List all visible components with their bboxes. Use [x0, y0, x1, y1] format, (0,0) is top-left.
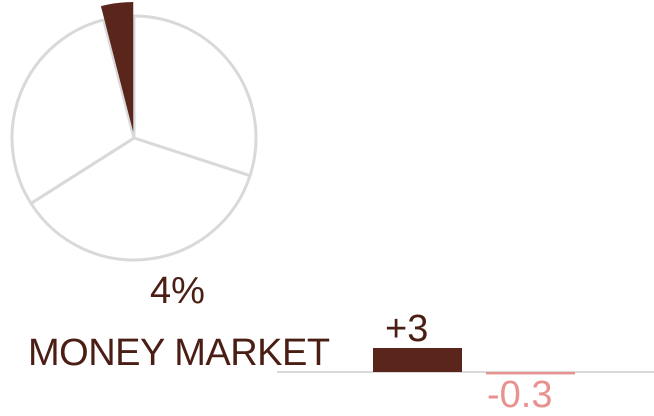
bar — [373, 348, 462, 372]
category-label: MONEY MARKET — [28, 332, 330, 374]
pie-slice — [10, 18, 136, 206]
pie-slice — [100, 2, 134, 133]
bar — [486, 372, 575, 375]
pie-highlight-label: 4% — [150, 270, 205, 312]
bar-value-label-negative: -0.3 — [487, 374, 553, 416]
bar-value-label-positive: +3 — [385, 308, 429, 350]
pie-slice — [132, 14, 258, 178]
pie-slice — [28, 136, 252, 262]
